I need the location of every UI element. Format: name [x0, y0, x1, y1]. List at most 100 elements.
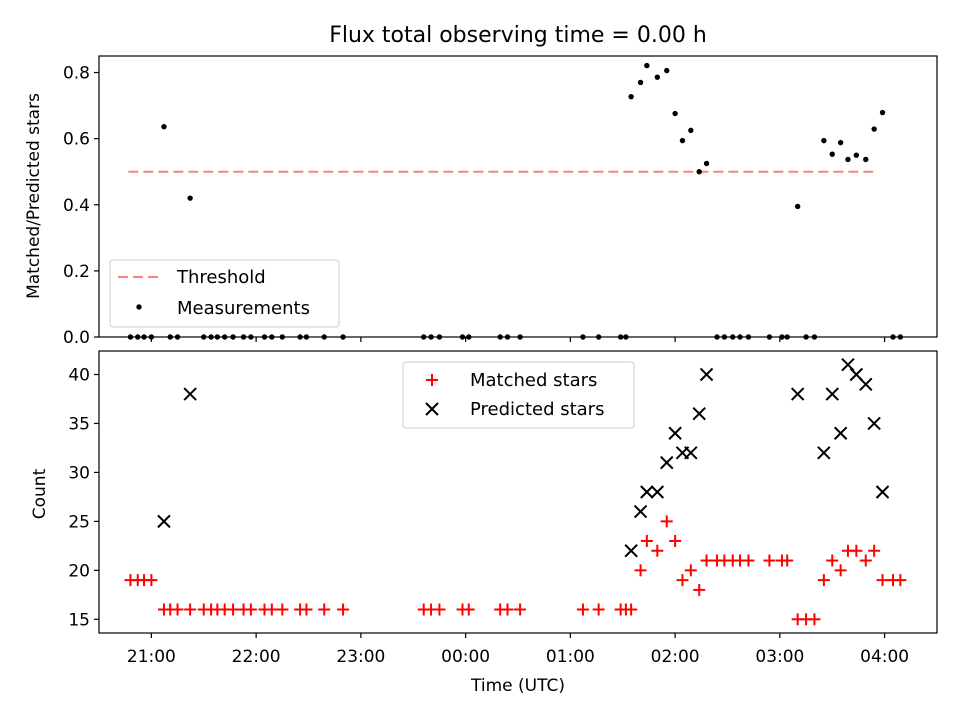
matched-legend-marker	[426, 374, 438, 386]
matched-point	[660, 515, 673, 528]
ytick-label: 20	[68, 561, 90, 581]
ytick-label: 0.2	[63, 262, 90, 282]
xtick-label: 23:00	[336, 647, 385, 667]
predicted-legend-label: Predicted stars	[470, 399, 604, 420]
matched-point	[684, 564, 697, 577]
matched-point	[501, 603, 514, 616]
ratio-frame	[98, 55, 938, 338]
predicted-point	[183, 387, 197, 401]
count-xlabel: Time (UTC)	[470, 676, 565, 696]
matched-point	[742, 554, 755, 567]
xtick-label: 22:00	[232, 647, 281, 667]
matched-point	[640, 534, 653, 547]
measurement-point	[863, 156, 869, 163]
matched-point	[276, 603, 289, 616]
predicted-legend-marker	[425, 402, 439, 416]
count-legend-box	[402, 361, 635, 429]
matched-point	[700, 554, 713, 567]
matched-point	[834, 564, 847, 577]
xtick-label: 21:00	[127, 647, 176, 667]
matched-point	[244, 603, 257, 616]
xtick-label: 03:00	[755, 647, 804, 667]
predicted-point	[624, 544, 638, 558]
matched-point	[868, 544, 881, 557]
measurement-point	[644, 62, 650, 69]
predicted-point	[650, 485, 665, 499]
measurement-point	[871, 126, 877, 132]
matched-point	[265, 603, 278, 616]
ytick-label: 0.8	[63, 64, 90, 84]
matched-point	[227, 603, 240, 616]
count-frame	[98, 350, 938, 634]
matched-point	[817, 574, 830, 587]
matched-point	[693, 583, 706, 596]
matched-point	[337, 603, 350, 616]
chart-title: Flux total observing time = 0.00 h	[329, 23, 707, 48]
ytick-label: 0.0	[63, 328, 90, 348]
measurement-point	[679, 137, 686, 144]
ytick-label: 15	[68, 610, 90, 630]
measurement-point	[187, 195, 193, 201]
measurement-point	[637, 79, 644, 86]
matched-point	[894, 574, 907, 587]
matched-point	[676, 574, 689, 587]
measurement-point	[853, 152, 860, 158]
measurement-point	[688, 127, 694, 134]
ytick-label: 0.6	[63, 130, 90, 150]
measurement-point	[879, 109, 886, 116]
matched-point	[145, 574, 158, 587]
matched-point	[300, 603, 313, 616]
predicted-point	[699, 367, 714, 382]
ytick-label: 35	[68, 414, 90, 434]
ratio-legend: Threshold Measurements	[109, 259, 340, 328]
measurement-point	[845, 156, 851, 163]
ytick-label: 30	[68, 463, 90, 483]
measurement-point	[628, 93, 634, 100]
matched-point	[781, 554, 794, 567]
matched-point	[876, 574, 889, 587]
matched-point	[433, 603, 446, 616]
xtick-label: 01:00	[546, 647, 595, 667]
matched-point	[184, 603, 197, 616]
matched-point	[859, 554, 872, 567]
matched-point	[625, 603, 638, 616]
ytick-label: 0.4	[63, 196, 90, 216]
predicted-point	[790, 387, 805, 401]
predicted-point	[833, 426, 848, 440]
ratio-panel: Flux total observing time = 0.00 h Match…	[24, 23, 938, 348]
matched-point	[763, 554, 776, 567]
ratio-ylabel: Matched/Predicted stars	[24, 93, 44, 299]
xtick-label: 00:00	[441, 647, 490, 667]
threshold-legend-label: Threshold	[176, 267, 266, 288]
measurement-point	[672, 110, 678, 117]
predicted-point	[859, 377, 873, 391]
measurements-legend-marker	[136, 304, 142, 310]
matched-point	[651, 544, 664, 557]
matched-legend-label: Matched stars	[470, 370, 597, 391]
matched-point	[171, 603, 184, 616]
count-ticks: 15 20 25 30 35 40 21:00 22:00 23:00 00:00 01:00 02:…	[68, 366, 909, 668]
matched-point	[808, 613, 821, 626]
measurement-point	[161, 124, 167, 130]
measurement-point	[654, 74, 661, 80]
matched-point	[592, 603, 605, 616]
matched-point	[514, 603, 527, 616]
measurement-point	[837, 139, 844, 146]
ytick-label: 25	[68, 512, 90, 532]
measurement-point	[829, 151, 835, 157]
matched-point	[318, 603, 331, 616]
matched-point	[850, 544, 863, 557]
xtick-label: 04:00	[860, 647, 909, 667]
matched-point	[576, 603, 589, 616]
ratio-ticks: 0.0 0.2 0.4 0.6 0.8	[63, 64, 886, 348]
measurements-legend-label: Measurements	[177, 298, 310, 319]
predicted-point	[867, 416, 881, 431]
count-legend: Matched stars Predicted stars	[402, 361, 635, 429]
predicted-point	[633, 504, 648, 519]
predicted-point	[825, 387, 839, 401]
predicted-point	[157, 514, 171, 529]
predicted-point	[692, 406, 706, 421]
matched-point	[826, 554, 839, 567]
predicted-point	[660, 455, 674, 470]
